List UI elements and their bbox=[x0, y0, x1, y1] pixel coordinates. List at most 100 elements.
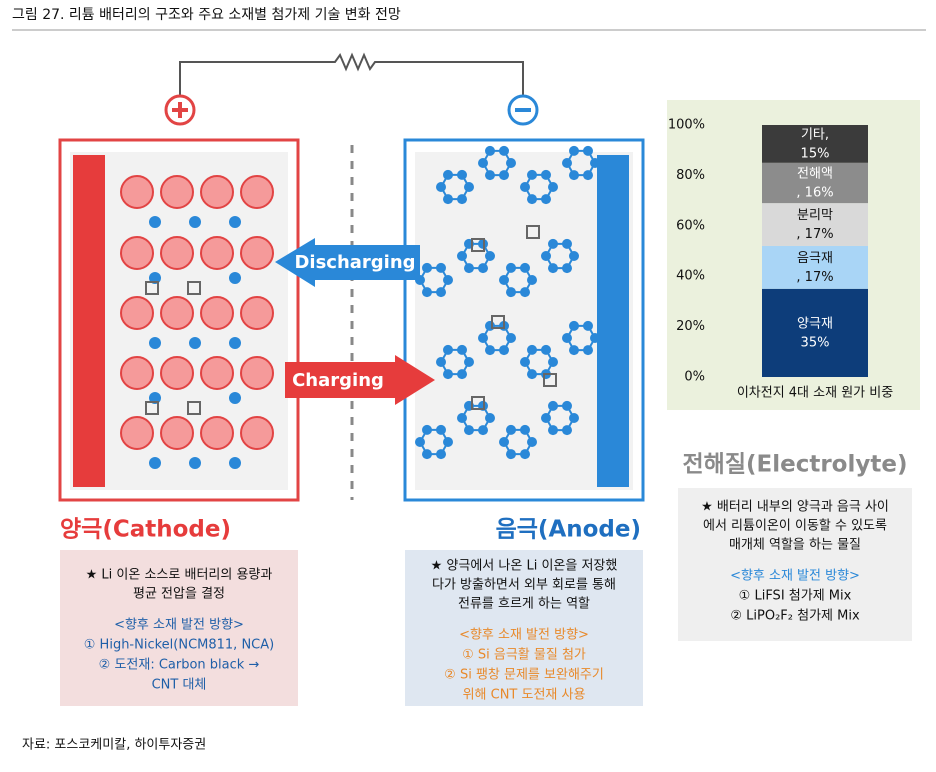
carbon-atom bbox=[569, 320, 579, 331]
segment-name: 기타, bbox=[801, 127, 829, 142]
plus-sign bbox=[172, 102, 188, 118]
bar-segment bbox=[762, 203, 868, 246]
cathode-particle bbox=[200, 175, 234, 209]
li-ion bbox=[229, 337, 241, 349]
carbon-atom bbox=[590, 158, 600, 168]
carbon-atom bbox=[583, 345, 593, 356]
carbon-atom bbox=[520, 449, 530, 460]
carbon-atom bbox=[506, 287, 516, 298]
cathode-particle bbox=[240, 356, 274, 390]
anode-title: 음극(Anode) bbox=[496, 517, 641, 543]
carbon-atom bbox=[541, 413, 551, 423]
carbon-atom bbox=[527, 275, 537, 285]
carbon-atom bbox=[520, 357, 530, 367]
carbon-atom bbox=[562, 425, 572, 436]
circuit-wire bbox=[179, 52, 524, 96]
carbon-atom bbox=[527, 369, 537, 380]
carbon-atom bbox=[422, 449, 432, 460]
cathode-desc-box bbox=[60, 550, 298, 706]
desc-line: 매개체 역할을 하는 물질 bbox=[729, 538, 861, 553]
outlook-line: ① Si 음극활 물질 첨가 bbox=[462, 648, 586, 663]
carbon-atom bbox=[520, 424, 530, 435]
outlook-line: ② 도전재: Carbon black → bbox=[99, 658, 260, 673]
cathode-particle bbox=[160, 416, 194, 450]
carbon-atom bbox=[478, 425, 488, 436]
segment-value: 35% bbox=[801, 335, 830, 350]
li-ion bbox=[149, 337, 161, 349]
carbon-atom bbox=[506, 424, 516, 435]
carbon-atom bbox=[499, 437, 509, 447]
y-tick-label: 40% bbox=[676, 269, 705, 284]
cathode-particle bbox=[240, 175, 274, 209]
y-tick-label: 60% bbox=[676, 218, 705, 233]
carbon-atom bbox=[499, 145, 509, 156]
charging-label: Charging bbox=[292, 370, 384, 391]
carbon-atom bbox=[548, 238, 558, 249]
carbon-atom bbox=[485, 320, 495, 331]
desc-line: 에서 리튬이온이 이동할 수 있도록 bbox=[703, 519, 887, 534]
x-tick-label: 이차전지 4대 소재 원가 비중 bbox=[737, 386, 893, 401]
cathode-particle bbox=[160, 236, 194, 270]
carbon-atom bbox=[457, 194, 467, 205]
carbon-atom bbox=[548, 400, 558, 411]
li-ion bbox=[229, 392, 241, 404]
carbon-atom bbox=[569, 413, 579, 423]
cathode-particle bbox=[200, 416, 234, 450]
li-ion bbox=[149, 216, 161, 228]
cathode-particle bbox=[120, 236, 154, 270]
carbon-atom bbox=[548, 182, 558, 192]
carbon-atom bbox=[443, 194, 453, 205]
segment-value: 15% bbox=[801, 146, 830, 161]
carbon-atom bbox=[443, 344, 453, 355]
carbon-atom bbox=[527, 437, 537, 447]
carbon-atom bbox=[506, 449, 516, 460]
carbon-atom bbox=[443, 437, 453, 447]
carbon-atom bbox=[541, 194, 551, 205]
y-tick-label: 0% bbox=[684, 370, 705, 385]
li-ion bbox=[189, 216, 201, 228]
carbon-atom bbox=[485, 345, 495, 356]
carbon-atom bbox=[415, 437, 425, 447]
cathode-particle bbox=[120, 296, 154, 330]
carbon-atom bbox=[527, 344, 537, 355]
carbon-atom bbox=[562, 238, 572, 249]
carbon-atom bbox=[464, 182, 474, 192]
outlook-title: <향후 소재 발전 방향> bbox=[459, 628, 589, 643]
vacancy bbox=[471, 396, 485, 410]
segment-value: , 17% bbox=[796, 270, 833, 285]
desc-line: 다가 방출하면서 외부 회로를 통해 bbox=[432, 578, 616, 593]
outlook-line: 위해 CNT 도전재 사용 bbox=[463, 688, 586, 703]
carbon-atom bbox=[499, 170, 509, 181]
carbon-atom bbox=[485, 170, 495, 181]
desc-line: 전류를 흐르게 하는 역할 bbox=[458, 597, 590, 612]
bar-segment bbox=[762, 245, 868, 289]
carbon-atom bbox=[506, 158, 516, 168]
carbon-atom bbox=[548, 425, 558, 436]
cathode-title: 양극(Cathode) bbox=[60, 517, 231, 543]
electrolyte-desc-box bbox=[678, 488, 912, 641]
carbon-atom bbox=[562, 333, 572, 343]
outlook-line: CNT 대체 bbox=[152, 678, 207, 693]
cathode-particle bbox=[120, 356, 154, 390]
vacancy bbox=[145, 401, 159, 415]
carbon-atom bbox=[422, 287, 432, 298]
carbon-atom bbox=[520, 287, 530, 298]
carbon-atom bbox=[506, 262, 516, 273]
carbon-atom bbox=[443, 169, 453, 180]
segment-value: , 17% bbox=[796, 227, 833, 242]
carbon-atom bbox=[478, 333, 488, 343]
segment-name: 양극재 bbox=[797, 316, 833, 331]
carbon-atom bbox=[464, 263, 474, 274]
carbon-atom bbox=[583, 145, 593, 156]
carbon-atom bbox=[583, 320, 593, 331]
carbon-atom bbox=[436, 262, 446, 273]
carbon-atom bbox=[464, 425, 474, 436]
carbon-atom bbox=[457, 251, 467, 261]
vacancy bbox=[526, 225, 540, 239]
li-ion bbox=[189, 457, 201, 469]
carbon-atom bbox=[443, 369, 453, 380]
carbon-atom bbox=[422, 262, 432, 273]
cathode-particle bbox=[240, 236, 274, 270]
carbon-atom bbox=[436, 424, 446, 435]
carbon-atom bbox=[478, 158, 488, 168]
